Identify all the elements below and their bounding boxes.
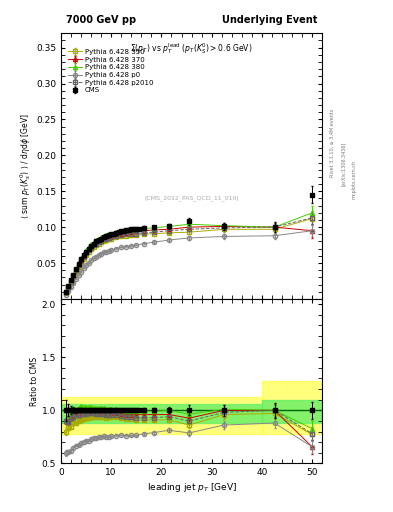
Legend: Pythia 6.428 350, Pythia 6.428 370, Pythia 6.428 380, Pythia 6.428 p0, Pythia 6.: Pythia 6.428 350, Pythia 6.428 370, Pyth… — [66, 46, 156, 96]
Text: 7000 GeV pp: 7000 GeV pp — [66, 15, 136, 25]
Y-axis label: $\langle$ sum $p_T(K_s^0)$ $\rangle$ / d$\eta$d$\phi$ [GeV]: $\langle$ sum $p_T(K_s^0)$ $\rangle$ / d… — [18, 113, 33, 219]
X-axis label: leading jet $p_T$ [GeV]: leading jet $p_T$ [GeV] — [147, 481, 237, 495]
Text: (CMS_2012_PAS_QCD_11_010): (CMS_2012_PAS_QCD_11_010) — [144, 195, 239, 201]
Y-axis label: Ratio to CMS: Ratio to CMS — [30, 356, 39, 406]
Text: $\Sigma(p_T)$ vs $p_T^{\rm lead}$ $(p_T(K_S^0) > 0.6$ GeV$)$: $\Sigma(p_T)$ vs $p_T^{\rm lead}$ $(p_T(… — [130, 41, 253, 56]
Text: mcplots.cern.ch: mcplots.cern.ch — [352, 160, 357, 199]
Text: Underlying Event: Underlying Event — [222, 15, 317, 25]
Text: [arXiv:1306.3436]: [arXiv:1306.3436] — [341, 142, 346, 186]
Text: Rivet 3.1.10, ≥ 3.4M events: Rivet 3.1.10, ≥ 3.4M events — [329, 109, 334, 178]
